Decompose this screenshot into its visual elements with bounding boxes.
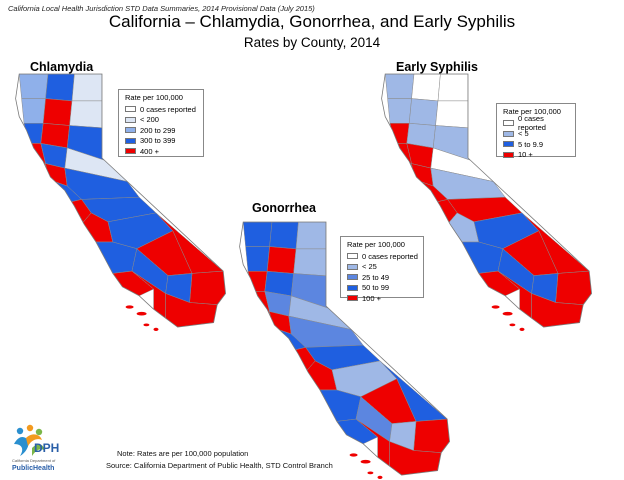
svg-text:PublicHealth: PublicHealth — [12, 465, 54, 472]
page-title: California – Chlamydia, Gonorrhea, and E… — [108, 12, 516, 31]
legend-swatch — [125, 106, 136, 113]
legend-item: 400 + — [125, 146, 198, 157]
island — [519, 327, 525, 331]
legend-swatch — [503, 141, 514, 148]
legend-item: < 200 — [125, 115, 198, 126]
island — [136, 311, 147, 316]
island — [125, 305, 134, 309]
page-subtitle: Rates by County, 2014 — [243, 35, 381, 50]
legend-swatch — [125, 137, 136, 144]
legend-swatch — [503, 151, 514, 158]
legend-item: 10 + — [503, 150, 570, 161]
cdph-logo: DPH California Department of PublicHealt… — [10, 422, 72, 474]
legend-swatch — [347, 295, 358, 302]
legend-swatch — [125, 116, 136, 123]
syphilis-legend: Rate per 100,000 0 cases reported < 5 5 … — [496, 103, 576, 159]
legend-swatch — [347, 274, 358, 281]
legend-item: < 5 — [503, 129, 570, 140]
svg-text:DPH: DPH — [34, 441, 59, 455]
legend-title: Rate per 100,000 — [347, 240, 405, 249]
legend-swatch — [503, 120, 514, 127]
county-region — [387, 98, 412, 124]
legend-swatch — [125, 127, 136, 134]
legend-swatch — [347, 263, 358, 270]
island — [360, 459, 371, 464]
gonorrhea-map-title: Gonorrhea — [252, 201, 316, 215]
county-region — [408, 98, 439, 126]
legend-title: Rate per 100,000 — [125, 93, 183, 102]
cdph-logo-mark: DPH California Department of PublicHealt… — [12, 424, 59, 472]
header-note: California Local Health Jurisdiction STD… — [8, 4, 315, 13]
legend-item: 300 to 399 — [125, 136, 198, 147]
state-outline — [381, 73, 593, 328]
legend-item: 200 to 299 — [125, 125, 198, 136]
legend-item: < 25 — [347, 262, 418, 273]
syphilis-counties — [384, 74, 592, 328]
legend-swatch — [503, 130, 514, 137]
island — [349, 453, 358, 457]
county-region — [555, 270, 592, 305]
county-region — [411, 74, 441, 102]
chlamydia-map-title: Chlamydia — [30, 60, 94, 74]
state-outline — [15, 73, 227, 328]
island — [502, 311, 513, 316]
county-region — [389, 123, 410, 144]
island — [509, 323, 516, 327]
legend-item: 0 cases reported — [125, 104, 198, 115]
legend-item: 5 to 9.9 — [503, 139, 570, 150]
syphilis-map-title: Early Syphilis — [396, 60, 478, 74]
island — [143, 323, 150, 327]
footer-source: Source: California Department of Public … — [106, 461, 333, 470]
legend-swatch — [347, 253, 358, 260]
county-region — [435, 100, 469, 129]
island — [377, 475, 383, 479]
legend-swatch — [125, 148, 136, 155]
legend-swatch — [347, 284, 358, 291]
legend-item: 25 to 49 — [347, 272, 418, 283]
legend-item: 50 to 99 — [347, 283, 418, 294]
legend-item: 100 + — [347, 293, 418, 304]
legend-item: 0 cases reported — [503, 114, 570, 132]
legend-title: Rate per 100,000 — [503, 107, 561, 116]
gonorrhea-counties — [242, 222, 450, 476]
gonorrhea-legend: Rate per 100,000 0 cases reported < 25 2… — [340, 236, 424, 303]
island — [491, 305, 500, 309]
state-outline — [239, 221, 451, 476]
footer-note: Note: Rates are per 100,000 population — [117, 449, 249, 458]
island — [153, 327, 159, 331]
chlamydia-legend: Rate per 100,000 0 cases reported < 200 … — [118, 89, 204, 157]
county-region — [384, 74, 415, 99]
island — [367, 471, 374, 475]
legend-item: 0 cases reported — [347, 251, 418, 262]
county-region — [437, 74, 469, 102]
svg-text:California Department of: California Department of — [12, 458, 56, 463]
